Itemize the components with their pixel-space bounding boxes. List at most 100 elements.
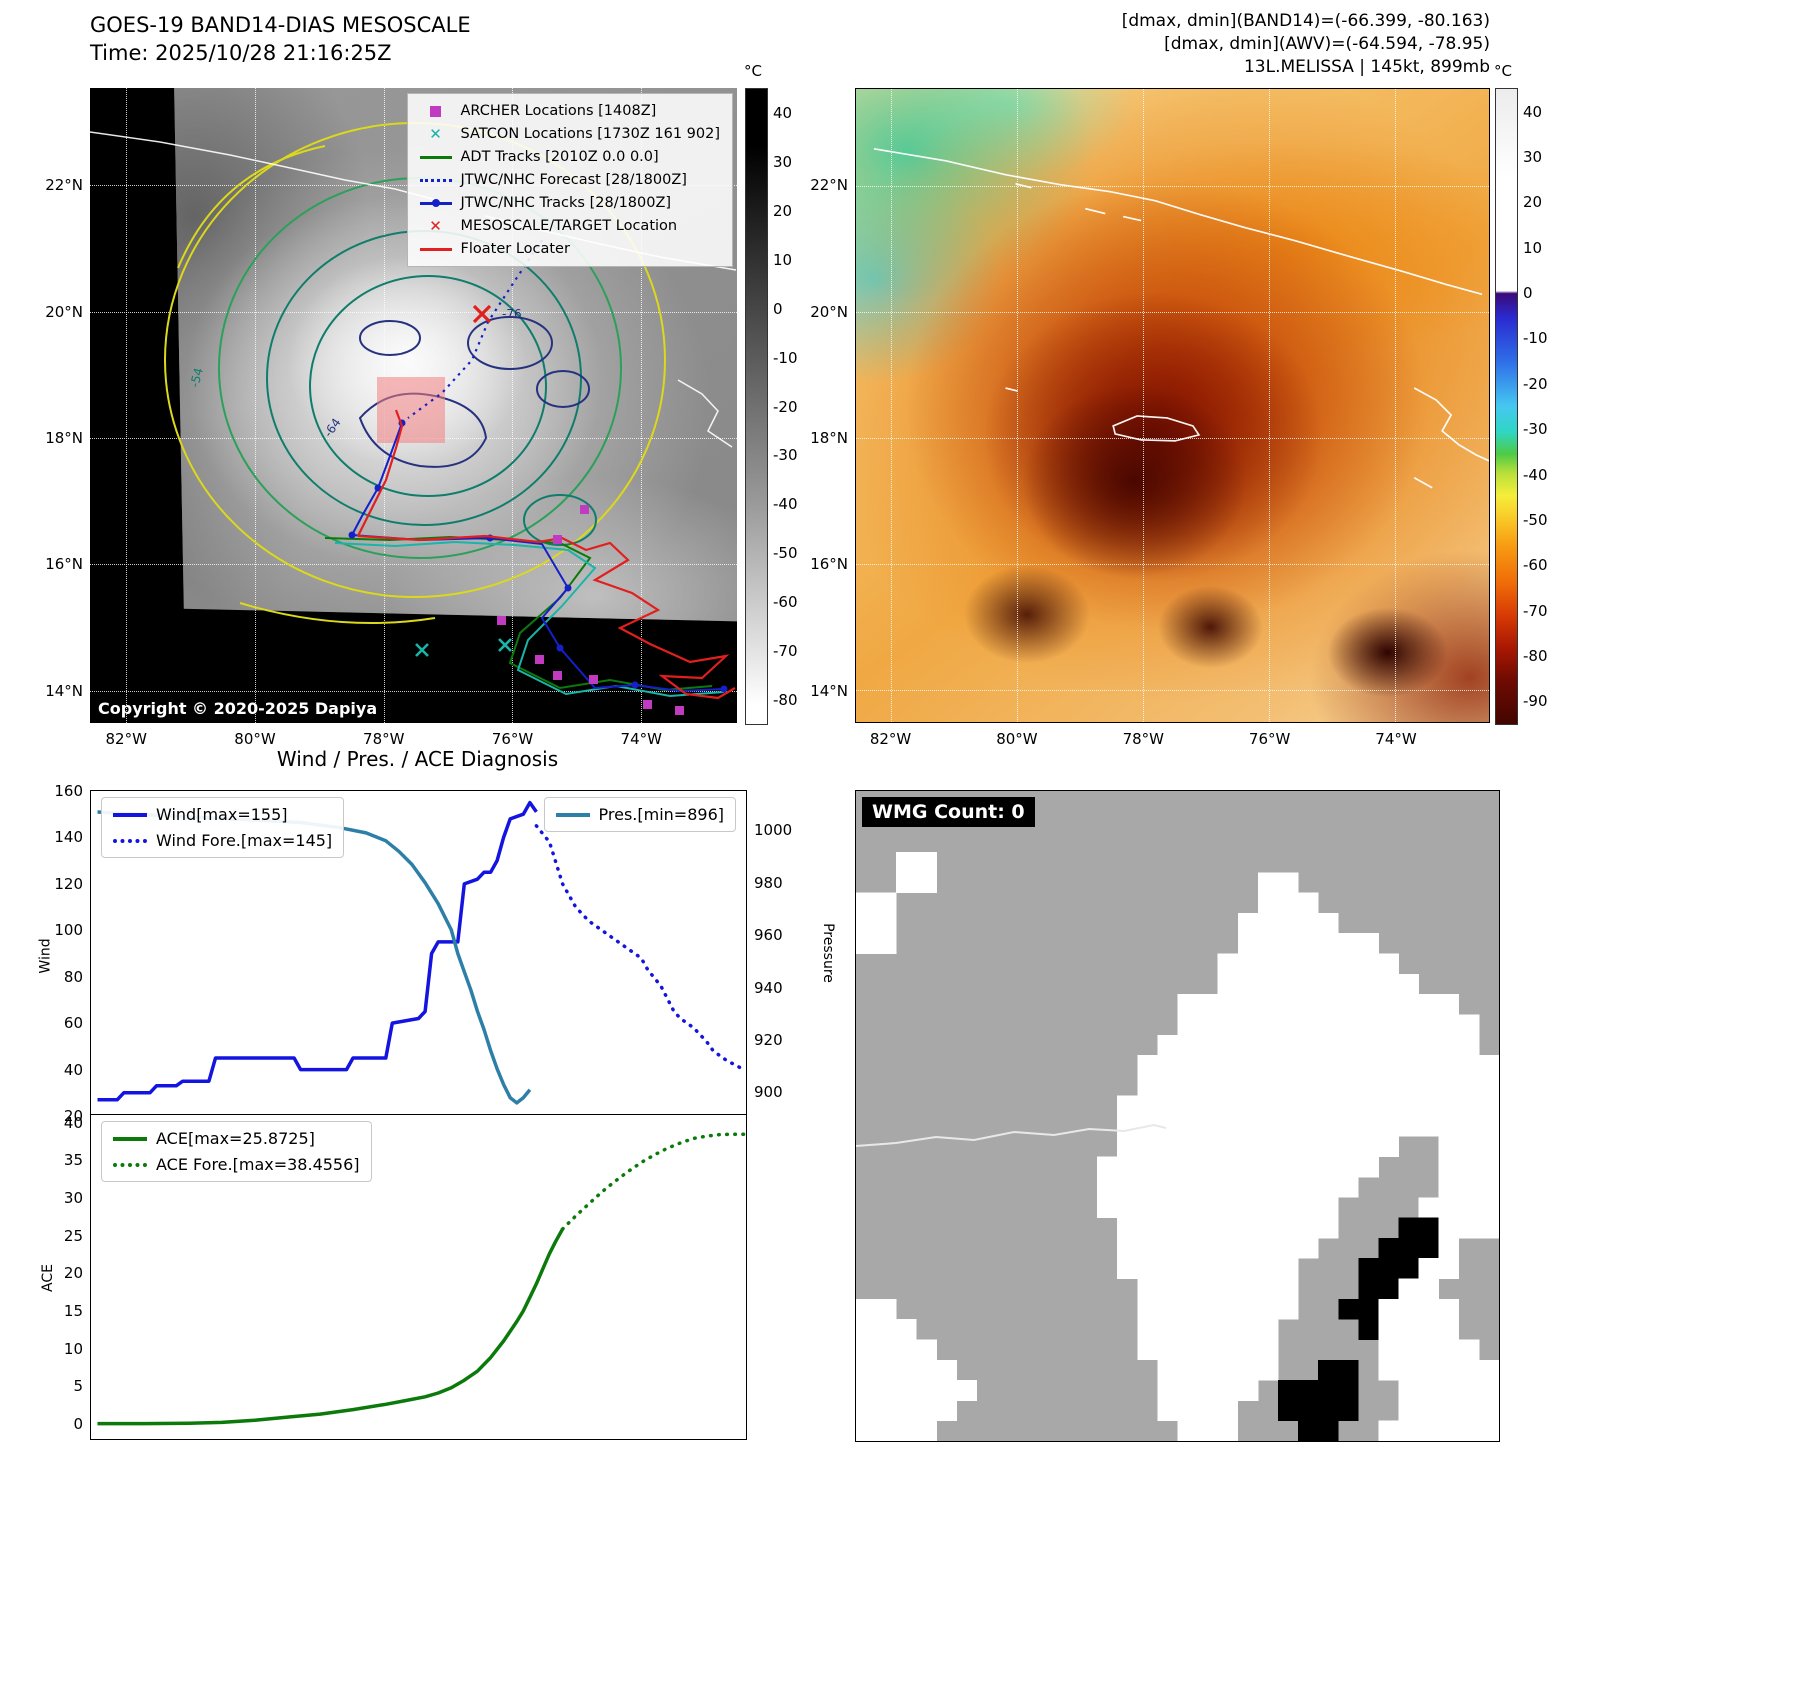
- wmg-cell-black: [1338, 1380, 1359, 1401]
- wmg-cell-white: [896, 1319, 917, 1340]
- wmg-cell-white: [1237, 1176, 1259, 1198]
- lon-tick-label: 82°W: [105, 730, 147, 748]
- wmg-cell-white: [1438, 1095, 1460, 1117]
- colorbar-tick-label: 10: [773, 250, 793, 269]
- wmg-cell-white: [876, 1380, 897, 1401]
- wmg-cell-white: [856, 1339, 877, 1361]
- wmg-cell-white: [1137, 1136, 1158, 1158]
- legend-label: Wind Fore.[max=145]: [156, 831, 333, 850]
- wmg-cell-white: [1318, 1075, 1339, 1097]
- wmg-cell-white: [1438, 1339, 1460, 1361]
- wmg-cell-white: [1438, 1217, 1460, 1239]
- wmg-cell-white: [1277, 1075, 1299, 1097]
- wmg-cell-white: [1197, 1176, 1219, 1198]
- satcon-location-markers: [415, 638, 512, 657]
- pressure-line-swatch: [555, 812, 590, 817]
- wmg-cell-white: [1157, 1217, 1178, 1239]
- colorbar-tick-label: -30: [1523, 420, 1548, 439]
- wmg-cell-white: [1217, 994, 1239, 1015]
- wmg-cell-white: [1257, 1014, 1279, 1036]
- wmg-cell-white: [1177, 1319, 1198, 1340]
- lon-tick-label: 80°W: [996, 730, 1038, 748]
- wmg-cell-white: [1277, 1014, 1299, 1036]
- wmg-cell-white: [896, 1359, 917, 1381]
- wmg-cell-black: [1298, 1400, 1319, 1422]
- wmg-cell-white: [1257, 1136, 1279, 1158]
- wmg-cell-white: [1257, 1278, 1279, 1300]
- y-tick-label: 30: [63, 1188, 83, 1207]
- lat-tick-label: 18°N: [810, 428, 848, 447]
- wmg-cell-white: [1358, 973, 1379, 995]
- wmg-cell-white: [1418, 1278, 1440, 1300]
- lon-tick-label: 76°W: [491, 730, 534, 748]
- wmg-cell-white: [1458, 1075, 1480, 1097]
- gridline-horizontal: [856, 689, 1489, 691]
- wmg-cell-white: [896, 1380, 917, 1401]
- colorbar-tick-label: -10: [1523, 329, 1548, 348]
- wmg-cell-white: [1257, 1319, 1279, 1340]
- wmg-cell-white: [1217, 1197, 1239, 1218]
- wmg-cell-black: [1358, 1298, 1379, 1320]
- colorbar-tick-label: 0: [773, 299, 783, 318]
- temperature-contours: [164, 122, 666, 624]
- wmg-cell-black: [1298, 1380, 1319, 1401]
- wmg-cell-white: [856, 1359, 877, 1381]
- wmg-cell-white: [1257, 1359, 1279, 1381]
- wmg-cell-white: [1378, 994, 1399, 1015]
- wmg-cell-white: [1478, 1380, 1499, 1401]
- wmg-cell-white: [1458, 1095, 1480, 1117]
- wmg-cell-white: [1418, 1258, 1440, 1279]
- wmg-cell-white: [1298, 1156, 1319, 1178]
- dotted-swatch: [419, 178, 452, 182]
- contour-label: -64: [321, 416, 344, 440]
- colorbar-tick-label: 40: [773, 104, 793, 123]
- colorbar-tick-label: 10: [1523, 238, 1543, 257]
- colorbar-tick-label: -50: [773, 544, 798, 563]
- wmg-cell-white: [1197, 1014, 1219, 1036]
- wmg-cell-white: [1318, 1116, 1339, 1137]
- x-marker-icon: ✕: [429, 217, 442, 235]
- wmg-cell-black: [1358, 1278, 1379, 1300]
- wmg-cell-black: [1338, 1359, 1359, 1381]
- wmg-cell-white: [1237, 1095, 1259, 1117]
- wmg-cell-white: [1197, 1055, 1219, 1076]
- wmg-cell-white: [1438, 1380, 1460, 1401]
- wmg-cell-white: [1157, 1095, 1178, 1117]
- wmg-cell-white: [1137, 1258, 1158, 1279]
- wmg-cell-white: [1117, 1237, 1138, 1259]
- colorbar-tick-label: -60: [1523, 556, 1548, 575]
- legend-label: Floater Locater: [460, 241, 570, 257]
- wmg-cell-white: [1137, 1095, 1158, 1117]
- ace-legend: ACE[max=25.8725] ACE Fore.[max=38.4556]: [101, 1121, 372, 1182]
- wmg-cell-white: [1378, 1420, 1399, 1441]
- wmg-cell-white: [1358, 933, 1379, 954]
- wind-line: [97, 800, 538, 1102]
- wmg-cell-white: [1257, 1298, 1279, 1320]
- wmg-cell-white: [1157, 1298, 1178, 1320]
- square-swatch: [430, 105, 442, 117]
- wmg-cell-white: [1338, 933, 1359, 954]
- wmg-cell-white: [856, 1380, 877, 1401]
- wmg-cell-white: [1418, 1055, 1440, 1076]
- wmg-cell-white: [1478, 1136, 1499, 1158]
- wmg-cell-white: [1298, 1176, 1319, 1198]
- wmg-coastline-overlay: [856, 1123, 1167, 1147]
- wmg-cell-white: [1277, 1278, 1299, 1300]
- wmg-cell-white: [1277, 872, 1299, 893]
- wmg-cell-white: [1418, 1339, 1440, 1361]
- wmg-cell-white: [1378, 973, 1399, 995]
- wmg-cell-white: [1197, 1298, 1219, 1320]
- wmg-cell-white: [1478, 1400, 1499, 1422]
- wmg-cell-white: [1418, 1298, 1440, 1320]
- wmg-cell-white: [876, 1400, 897, 1422]
- wmg-cell-white: [1358, 994, 1379, 1015]
- y-tick-label: 120: [54, 874, 83, 893]
- wmg-cell-white: [916, 872, 937, 893]
- colorbar-tick-label: -40: [1523, 465, 1548, 484]
- wmg-cell-white: [1378, 953, 1399, 975]
- wmg-cell-white: [1458, 1217, 1480, 1239]
- wmg-cell-white: [1277, 1298, 1299, 1320]
- wmg-cell-white: [1318, 1156, 1339, 1178]
- wmg-cell-white: [1237, 912, 1259, 934]
- wmg-cell-white: [1137, 1217, 1158, 1239]
